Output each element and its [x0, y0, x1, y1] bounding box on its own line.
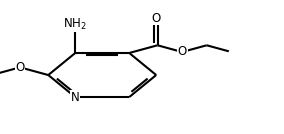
Text: O: O	[151, 12, 160, 25]
Text: NH$_2$: NH$_2$	[63, 16, 87, 31]
Text: O: O	[178, 45, 187, 58]
Text: N: N	[71, 91, 80, 104]
Text: O: O	[15, 61, 25, 74]
Text: O: O	[15, 61, 25, 74]
